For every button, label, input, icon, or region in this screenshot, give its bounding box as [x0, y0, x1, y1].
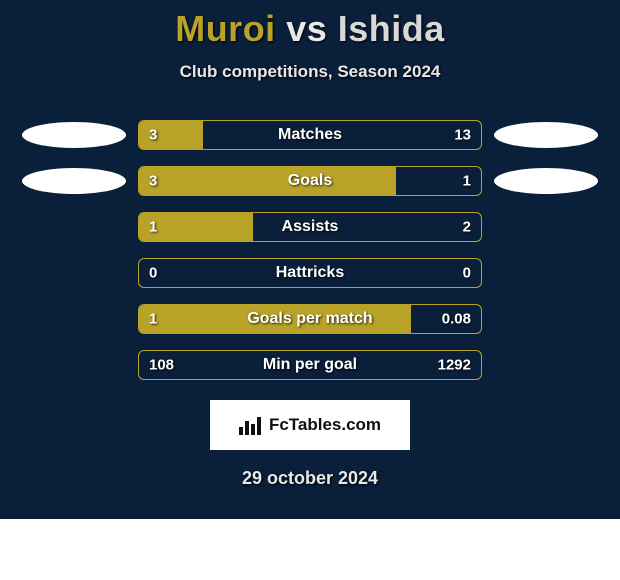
subtitle: Club competitions, Season 2024 [0, 62, 620, 82]
player2-shape [494, 122, 598, 148]
stat-bar: 12Assists [138, 212, 482, 242]
logo-box: FcTables.com [210, 400, 410, 450]
stat-bar: 10.08Goals per match [138, 304, 482, 334]
stat-bar: 31Goals [138, 166, 482, 196]
stat-label: Hattricks [139, 264, 481, 282]
stat-rows: 313Matches 31Goals 12Assists 00Hattricks 10.… [0, 112, 620, 388]
date-text: 29 october 2024 [0, 468, 620, 489]
stat-row: 00Hattricks [0, 250, 620, 296]
stat-row: 1081292Min per goal [0, 342, 620, 388]
outer-container: Muroi vs Ishida Club competitions, Seaso… [0, 0, 620, 580]
stat-label: Matches [139, 126, 481, 144]
player2-shape [494, 168, 598, 194]
stat-bar: 1081292Min per goal [138, 350, 482, 380]
stat-bar: 00Hattricks [138, 258, 482, 288]
player1-name: Muroi [175, 8, 275, 49]
stat-label: Assists [139, 218, 481, 236]
stat-row: 12Assists [0, 204, 620, 250]
stat-row: 10.08Goals per match [0, 296, 620, 342]
stat-row: 313Matches [0, 112, 620, 158]
stat-label: Goals per match [139, 310, 481, 328]
stat-label: Min per goal [139, 356, 481, 374]
player1-shape [22, 122, 126, 148]
stat-bar: 313Matches [138, 120, 482, 150]
player2-name: Ishida [338, 8, 445, 49]
stat-row: 31Goals [0, 158, 620, 204]
player1-shape [22, 168, 126, 194]
stat-label: Goals [139, 172, 481, 190]
comparison-panel: Muroi vs Ishida Club competitions, Seaso… [0, 0, 620, 519]
logo-text: FcTables.com [269, 415, 381, 435]
vs-text: vs [286, 8, 327, 49]
bars-icon [239, 415, 263, 435]
page-title: Muroi vs Ishida [0, 0, 620, 50]
